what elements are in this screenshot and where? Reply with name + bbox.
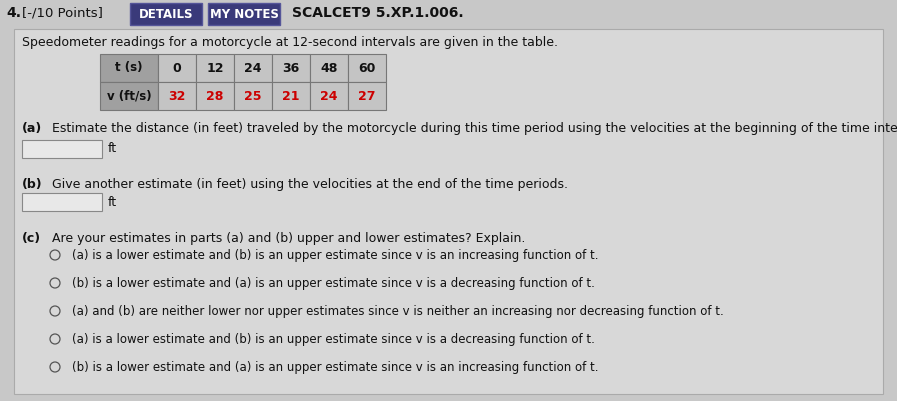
Bar (348, 82, 386, 110)
Text: MY NOTES: MY NOTES (210, 8, 278, 20)
Text: (a) is a lower estimate and (b) is an upper estimate since v is a decreasing fun: (a) is a lower estimate and (b) is an up… (72, 332, 595, 346)
Text: 21: 21 (283, 89, 300, 103)
Bar (348, 54, 386, 82)
Bar (272, 82, 310, 110)
Text: 24: 24 (320, 89, 338, 103)
Text: (b) is a lower estimate and (a) is an upper estimate since v is a decreasing fun: (b) is a lower estimate and (a) is an up… (72, 277, 595, 290)
Text: v (ft/s): v (ft/s) (107, 89, 152, 103)
Text: 48: 48 (320, 61, 337, 75)
Bar (158, 82, 196, 110)
Bar (100, 54, 158, 82)
Text: 36: 36 (283, 61, 300, 75)
Bar (22, 140, 102, 158)
Text: 28: 28 (206, 89, 223, 103)
Text: (a): (a) (22, 122, 42, 135)
Text: t (s): t (s) (115, 61, 143, 75)
Bar (208, 3, 280, 25)
Text: 0: 0 (172, 61, 181, 75)
Text: ft: ft (108, 142, 118, 156)
Text: ft: ft (108, 196, 118, 209)
Bar (234, 82, 272, 110)
Text: DETAILS: DETAILS (139, 8, 193, 20)
Text: (b) is a lower estimate and (a) is an upper estimate since v is an increasing fu: (b) is a lower estimate and (a) is an up… (72, 360, 598, 373)
Text: 4.: 4. (6, 6, 21, 20)
Bar (310, 82, 348, 110)
Text: Estimate the distance (in feet) traveled by the motorcycle during this time peri: Estimate the distance (in feet) traveled… (52, 122, 897, 135)
Bar (234, 54, 272, 82)
Bar (310, 54, 348, 82)
Text: SCALCET9 5.XP.1.006.: SCALCET9 5.XP.1.006. (292, 6, 464, 20)
Text: 27: 27 (358, 89, 376, 103)
Text: Give another estimate (in feet) using the velocities at the end of the time peri: Give another estimate (in feet) using th… (52, 178, 568, 191)
Text: (a) and (b) are neither lower nor upper estimates since v is neither an increasi: (a) and (b) are neither lower nor upper … (72, 304, 724, 318)
Text: 32: 32 (169, 89, 186, 103)
Text: Speedometer readings for a motorcycle at 12-second intervals are given in the ta: Speedometer readings for a motorcycle at… (22, 36, 558, 49)
Text: (c): (c) (22, 232, 41, 245)
Text: (a) is a lower estimate and (b) is an upper estimate since v is an increasing fu: (a) is a lower estimate and (b) is an up… (72, 249, 598, 261)
Text: (b): (b) (22, 178, 43, 191)
Text: Are your estimates in parts (a) and (b) upper and lower estimates? Explain.: Are your estimates in parts (a) and (b) … (52, 232, 526, 245)
Bar (196, 82, 234, 110)
Text: 60: 60 (358, 61, 376, 75)
Text: 24: 24 (244, 61, 262, 75)
Bar (130, 3, 202, 25)
Bar (158, 54, 196, 82)
Text: [-/10 Points]: [-/10 Points] (22, 6, 103, 19)
Text: 12: 12 (206, 61, 223, 75)
Bar (100, 82, 158, 110)
Bar (22, 193, 102, 211)
Bar (272, 54, 310, 82)
Bar (0, 0, 897, 28)
Text: 25: 25 (244, 89, 262, 103)
Bar (196, 54, 234, 82)
